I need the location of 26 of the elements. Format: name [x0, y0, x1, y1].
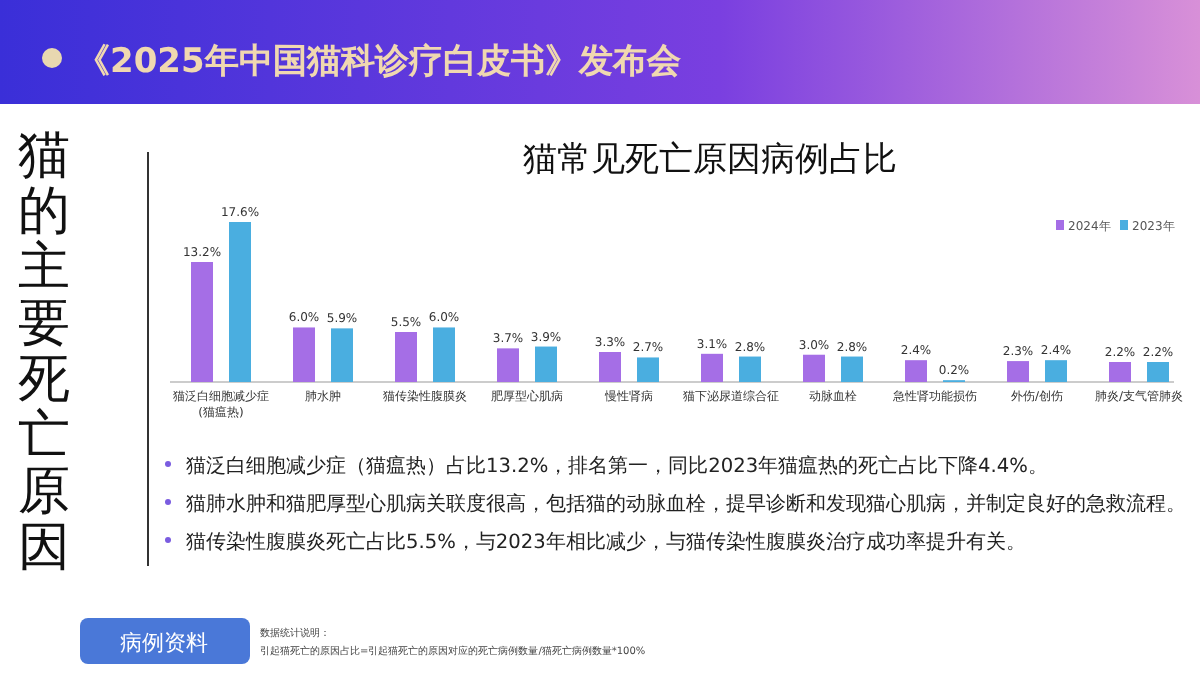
text: 猫肺水肿和猫肥厚型心肌病关联度很高，包括猫的动脉血栓，提早诊断和发现猫心肌病，并制定良好的急救流程。 [186, 492, 1186, 516]
bar [841, 356, 863, 382]
bar [433, 327, 455, 382]
bar [191, 262, 213, 382]
chart-title: 猫常见死亡原因病例占比 [523, 140, 897, 180]
bar [599, 352, 621, 382]
text: 猫泛白细胞减少症（猫瘟热）占比13.2%，排名第一，同比2023年猫瘟热的死亡占比下降4.4%。 [186, 454, 1048, 478]
chart-subtitle: 《2025年中国猫科诊疗白皮书》发布会 [76, 42, 683, 82]
bar [293, 327, 315, 382]
bar [1045, 360, 1067, 382]
bar [535, 346, 557, 382]
text: 病例资料 [120, 630, 208, 656]
bar [701, 353, 723, 382]
bar [905, 360, 927, 382]
bar [1109, 362, 1131, 382]
text: 猫传染性腹膜炎死亡占比5.5%，与2023年相比减少，与猫传染性腹膜炎治疗成功率提升有关。 [186, 530, 1026, 554]
y-axis-title: 猫的主要死亡原因 [18, 126, 70, 578]
bar [803, 354, 825, 382]
bar [1007, 361, 1029, 382]
bar [637, 357, 659, 382]
bar [497, 348, 519, 382]
bar [229, 222, 251, 382]
bar [395, 332, 417, 382]
bar [1147, 362, 1169, 382]
bar [331, 328, 353, 382]
bar [739, 356, 761, 382]
